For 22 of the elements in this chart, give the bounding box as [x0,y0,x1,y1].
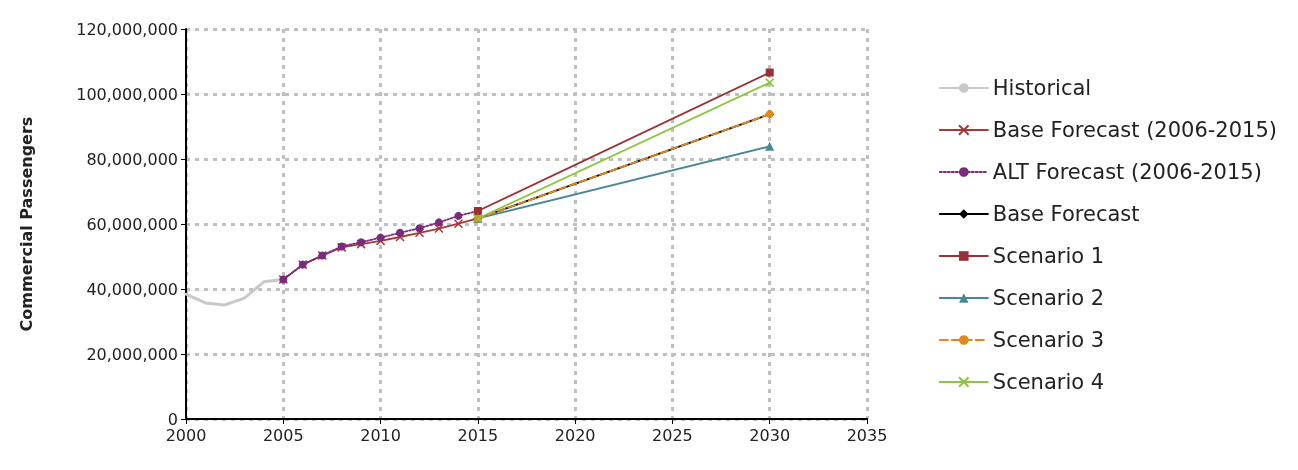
y-tick-label: 20,000,000 [86,344,178,364]
y-tick-label: 100,000,000 [76,84,178,104]
x-tick-label: 2035 [846,425,888,445]
x-tick-label: 2020 [554,425,596,445]
legend-label: Scenario 4 [992,370,1105,394]
y-axis-title: Commercial Passengers [16,116,36,332]
x-tick-label: 2015 [457,425,499,445]
legend-label: Scenario 2 [992,286,1105,310]
x-tick-label: 2010 [360,425,401,445]
x-tick-label: 2005 [262,425,304,445]
y-tick-label: 40,000,000 [86,279,178,299]
y-tick-label: 120,000,000 [76,19,178,39]
y-tick-label: 80,000,000 [86,149,178,169]
x-tick-label: 2030 [749,425,791,445]
legend-label: ALT Forecast (2006-2015) [992,160,1262,184]
legend-label: Scenario 3 [992,328,1105,352]
legend-label: Scenario 1 [992,244,1105,268]
legend-label: Base Forecast [992,202,1140,226]
legend-label: Base Forecast (2006-2015) [992,118,1278,142]
y-tick-label: 60,000,000 [86,214,178,234]
x-tick-label: 2025 [652,425,693,445]
legend-label: Historical [992,76,1092,100]
